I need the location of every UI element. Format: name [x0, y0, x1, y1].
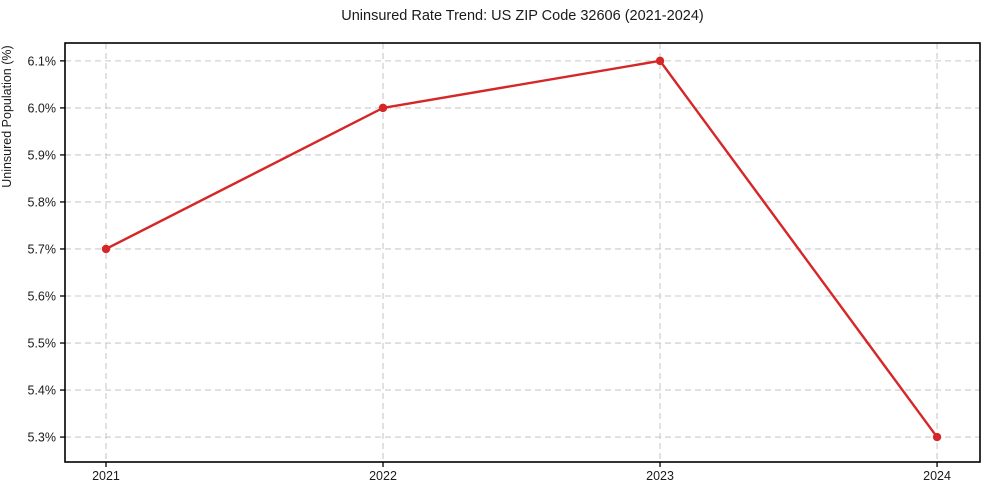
y-tick-label: 5.7%: [28, 242, 57, 256]
y-tick-label: 6.1%: [28, 54, 57, 68]
data-point-marker: [655, 56, 665, 66]
y-tick-label: 5.3%: [28, 431, 57, 445]
y-tick-label: 5.5%: [28, 337, 57, 351]
y-tick-label: 5.6%: [28, 289, 57, 303]
y-tick-label: 5.9%: [28, 148, 57, 162]
trend-line: [104, 59, 939, 439]
x-tick-label: 2024: [923, 469, 951, 483]
data-point-marker: [101, 244, 111, 254]
chart-title: Uninsured Rate Trend: US ZIP Code 32606 …: [341, 8, 704, 24]
data-point-marker: [932, 432, 942, 442]
plot-border: [64, 42, 981, 463]
data-point-marker: [378, 103, 388, 113]
x-tick-label: 2023: [646, 469, 674, 483]
x-tick-label: 2021: [92, 469, 120, 483]
y-tick-label: 5.8%: [28, 195, 57, 209]
x-tick-label: 2022: [369, 469, 397, 483]
y-tick-label: 6.0%: [28, 101, 57, 115]
y-tick-label: 5.4%: [28, 384, 57, 398]
